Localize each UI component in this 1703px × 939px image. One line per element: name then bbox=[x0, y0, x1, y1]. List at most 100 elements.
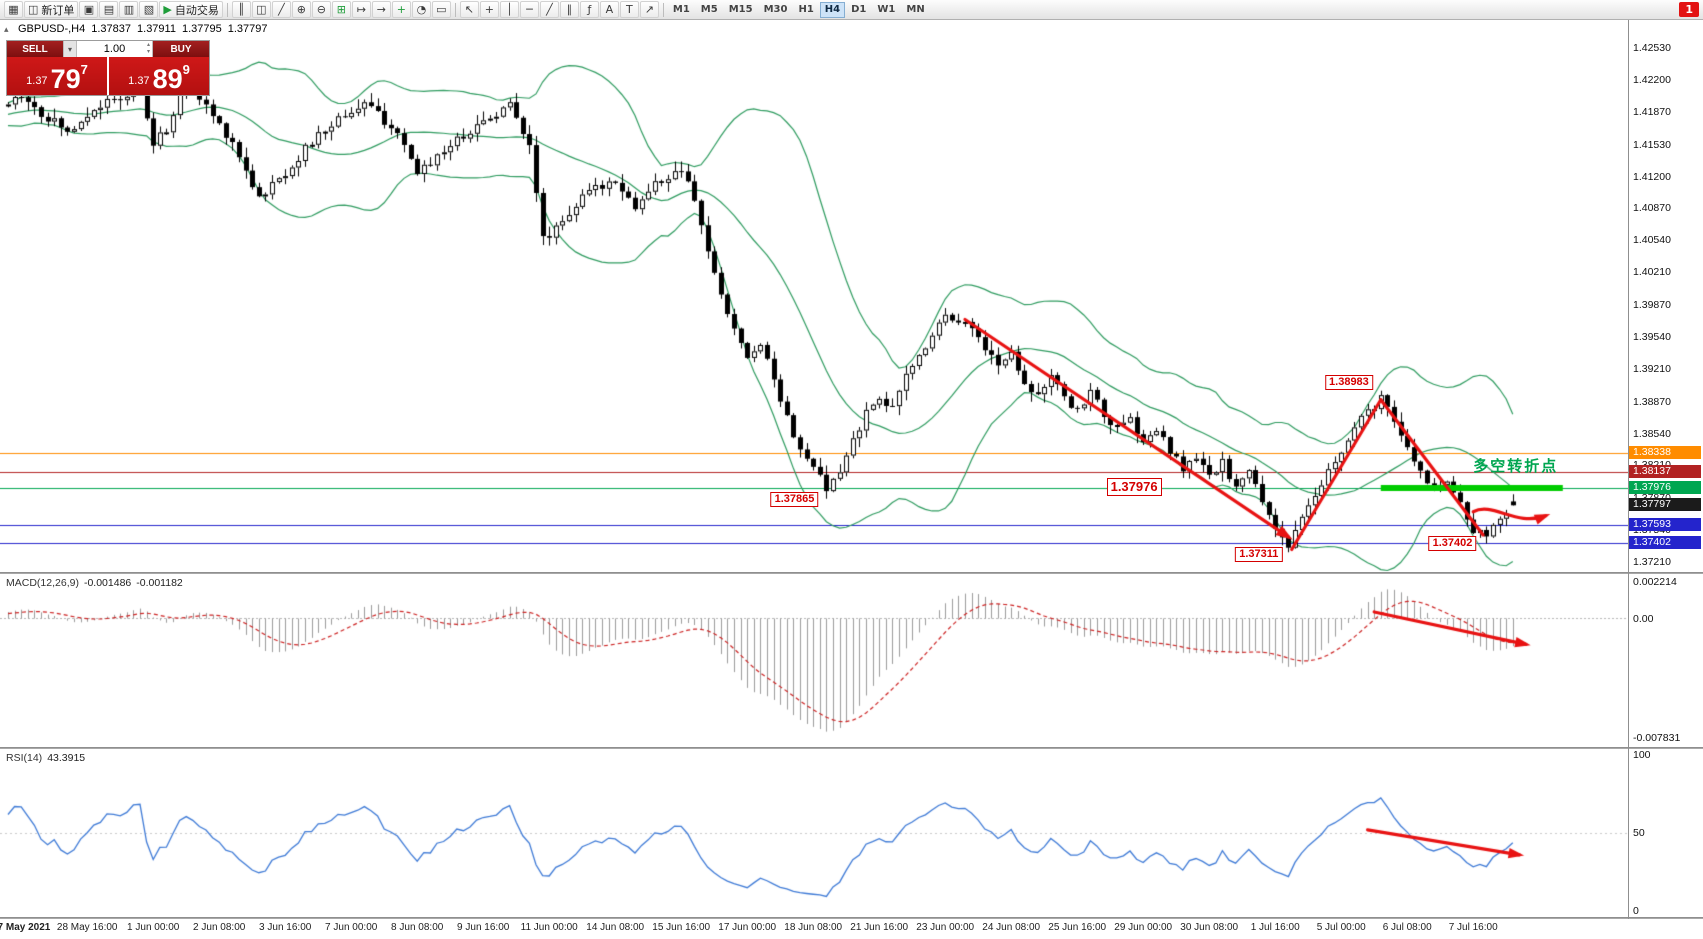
panel-separator[interactable] bbox=[0, 747, 1703, 749]
auto-trading-button-label: 自动交易 bbox=[174, 3, 219, 17]
lot-size-input[interactable]: 1.00 ▴ ▾ bbox=[77, 41, 153, 57]
price-tag: 1.37976 bbox=[1629, 481, 1701, 494]
price-tick: 1.41870 bbox=[1633, 105, 1671, 118]
chart-price-label[interactable]: 1.37865 bbox=[770, 491, 819, 507]
panel-separator[interactable] bbox=[0, 572, 1703, 574]
lot-value: 1.00 bbox=[103, 43, 126, 55]
panel-separator[interactable] bbox=[0, 917, 1703, 919]
order-type-dropdown[interactable]: ▾ bbox=[63, 41, 77, 57]
vertical-line-icon[interactable]: │ bbox=[499, 1, 519, 18]
timeframe-h1[interactable]: H1 bbox=[798, 4, 814, 15]
chart-price-label[interactable]: 1.38983 bbox=[1325, 374, 1373, 390]
chart-shift-icon[interactable]: → bbox=[371, 1, 391, 18]
vertical-line-icon: │ bbox=[506, 3, 513, 16]
price-axis-separator bbox=[1628, 20, 1629, 919]
chart-price-label[interactable]: 1.37402 bbox=[1428, 536, 1477, 552]
fibonacci-icon[interactable]: ƒ bbox=[579, 1, 599, 18]
buy-price-big: 89 bbox=[152, 64, 183, 95]
navigator-icon[interactable]: ▧ bbox=[139, 1, 159, 18]
macd-signal-value: -0.001182 bbox=[136, 577, 183, 589]
zoom-out-icon[interactable]: ⊖ bbox=[311, 1, 331, 18]
market-watch-icon[interactable]: ▤ bbox=[99, 1, 119, 18]
rsi-panel-canvas[interactable] bbox=[0, 749, 1628, 917]
buy-price-base: 1.37 bbox=[128, 75, 150, 87]
crosshair-icon[interactable]: + bbox=[479, 1, 499, 18]
auto-trading-button[interactable]: ▶ 自动交易 bbox=[159, 1, 223, 18]
price-tick: 1.40870 bbox=[1633, 202, 1671, 215]
timeframe-d1[interactable]: D1 bbox=[851, 4, 867, 15]
price-tag: 1.38137 bbox=[1629, 465, 1701, 479]
auto-scroll-icon[interactable]: ↦ bbox=[351, 1, 371, 18]
market-watch-icon: ▤ bbox=[103, 3, 115, 16]
new-order-button[interactable]: ◫ 新订单 bbox=[24, 1, 79, 18]
time-label: 30 Jun 08:00 bbox=[1180, 922, 1239, 933]
new-order-button: ◫ bbox=[28, 3, 39, 16]
quote-open: 1.37837 bbox=[91, 23, 132, 35]
sell-header[interactable]: SELL bbox=[7, 41, 63, 57]
price-tick: 1.39210 bbox=[1633, 362, 1671, 375]
chart-shift-icon: → bbox=[376, 3, 386, 16]
time-label: 6 Jul 08:00 bbox=[1382, 922, 1432, 933]
price-tick: 1.38870 bbox=[1633, 395, 1671, 408]
bar-chart-icon[interactable]: ║ bbox=[231, 1, 251, 18]
sell-button[interactable]: 1.37 79 7 bbox=[7, 57, 107, 95]
price-chart-canvas[interactable] bbox=[0, 20, 1628, 572]
oct-collapse-toggle[interactable]: ▴ bbox=[4, 24, 9, 34]
spin-up-icon[interactable]: ▴ bbox=[146, 42, 150, 48]
fibonacci-icon: ƒ bbox=[587, 3, 592, 16]
zoom-in-icon[interactable]: ⊕ bbox=[291, 1, 311, 18]
timeframe-w1[interactable]: W1 bbox=[877, 4, 896, 15]
lot-spinner[interactable]: ▴ ▾ bbox=[147, 42, 150, 56]
chart-price-label[interactable]: 1.37311 bbox=[1235, 547, 1283, 563]
notifications-badge[interactable]: 1 bbox=[1679, 2, 1699, 17]
bar-chart-icon: ║ bbox=[238, 3, 245, 16]
new-order-button-label: 新订单 bbox=[41, 3, 75, 17]
chart-price-label[interactable]: 1.37976 bbox=[1106, 478, 1162, 496]
price-tick: 1.41200 bbox=[1633, 170, 1671, 183]
time-label: 2 Jun 08:00 bbox=[193, 922, 246, 933]
price-tick: 1.42530 bbox=[1633, 42, 1671, 54]
macd-panel-canvas[interactable] bbox=[0, 574, 1628, 747]
toolbar-separator bbox=[226, 2, 228, 17]
timeframe-m15[interactable]: M15 bbox=[728, 4, 753, 15]
toolbar-separator bbox=[662, 2, 664, 17]
timeframe-h4[interactable]: H4 bbox=[819, 1, 846, 18]
new-chart-icon[interactable]: ▦ bbox=[4, 1, 23, 18]
indicators-icon[interactable]: + bbox=[391, 1, 411, 18]
line-chart-icon: ╱ bbox=[278, 3, 285, 16]
buy-header[interactable]: BUY bbox=[153, 41, 209, 57]
text-icon[interactable]: A bbox=[599, 1, 619, 18]
equidistant-channel-icon[interactable]: ∥ bbox=[559, 1, 579, 18]
price-tick: 1.40210 bbox=[1633, 266, 1671, 279]
templates-icon[interactable]: ▭ bbox=[431, 1, 451, 18]
time-label: 18 Jun 08:00 bbox=[784, 922, 843, 933]
line-chart-icon[interactable]: ╱ bbox=[271, 1, 291, 18]
buy-button[interactable]: 1.37 89 9 bbox=[109, 57, 209, 95]
data-window-icon[interactable]: ▥ bbox=[119, 1, 139, 18]
timeframe-m1[interactable]: M1 bbox=[672, 4, 690, 15]
macd-indicator-label: MACD(12,26,9) -0.001486 -0.001182 bbox=[6, 577, 183, 589]
tile-windows-icon[interactable]: ⊞ bbox=[331, 1, 351, 18]
periods-icon[interactable]: ◔ bbox=[411, 1, 431, 18]
rsi-indicator-label: RSI(14) 43.3915 bbox=[6, 752, 85, 764]
timeframe-m5[interactable]: M5 bbox=[700, 4, 718, 15]
time-label: 24 Jun 08:00 bbox=[982, 922, 1041, 933]
time-label: 21 Jun 16:00 bbox=[850, 922, 909, 933]
buy-price-sup: 9 bbox=[182, 62, 190, 77]
spin-down-icon[interactable]: ▾ bbox=[146, 49, 150, 55]
cursor-icon[interactable]: ↖ bbox=[459, 1, 479, 18]
zoom-out-icon: ⊖ bbox=[316, 3, 326, 16]
horizontal-line-icon[interactable]: ─ bbox=[519, 1, 539, 18]
timeframe-m30[interactable]: M30 bbox=[763, 4, 788, 15]
price-tag: 1.37797 bbox=[1629, 498, 1701, 512]
charts-window-icon[interactable]: ▣ bbox=[79, 1, 99, 18]
navigator-icon: ▧ bbox=[143, 3, 155, 16]
timeframe-mn[interactable]: MN bbox=[906, 4, 925, 15]
turning-point-annotation[interactable]: 多空转折点 bbox=[1473, 458, 1559, 476]
quote-high: 1.37911 bbox=[137, 23, 176, 35]
text-label-icon[interactable]: T bbox=[619, 1, 639, 18]
candlestick-chart-icon[interactable]: ◫ bbox=[251, 1, 271, 18]
arrows-icon[interactable]: ↗ bbox=[639, 1, 659, 18]
trendline-icon[interactable]: ╱ bbox=[539, 1, 559, 18]
time-label: 15 Jun 16:00 bbox=[652, 922, 711, 933]
